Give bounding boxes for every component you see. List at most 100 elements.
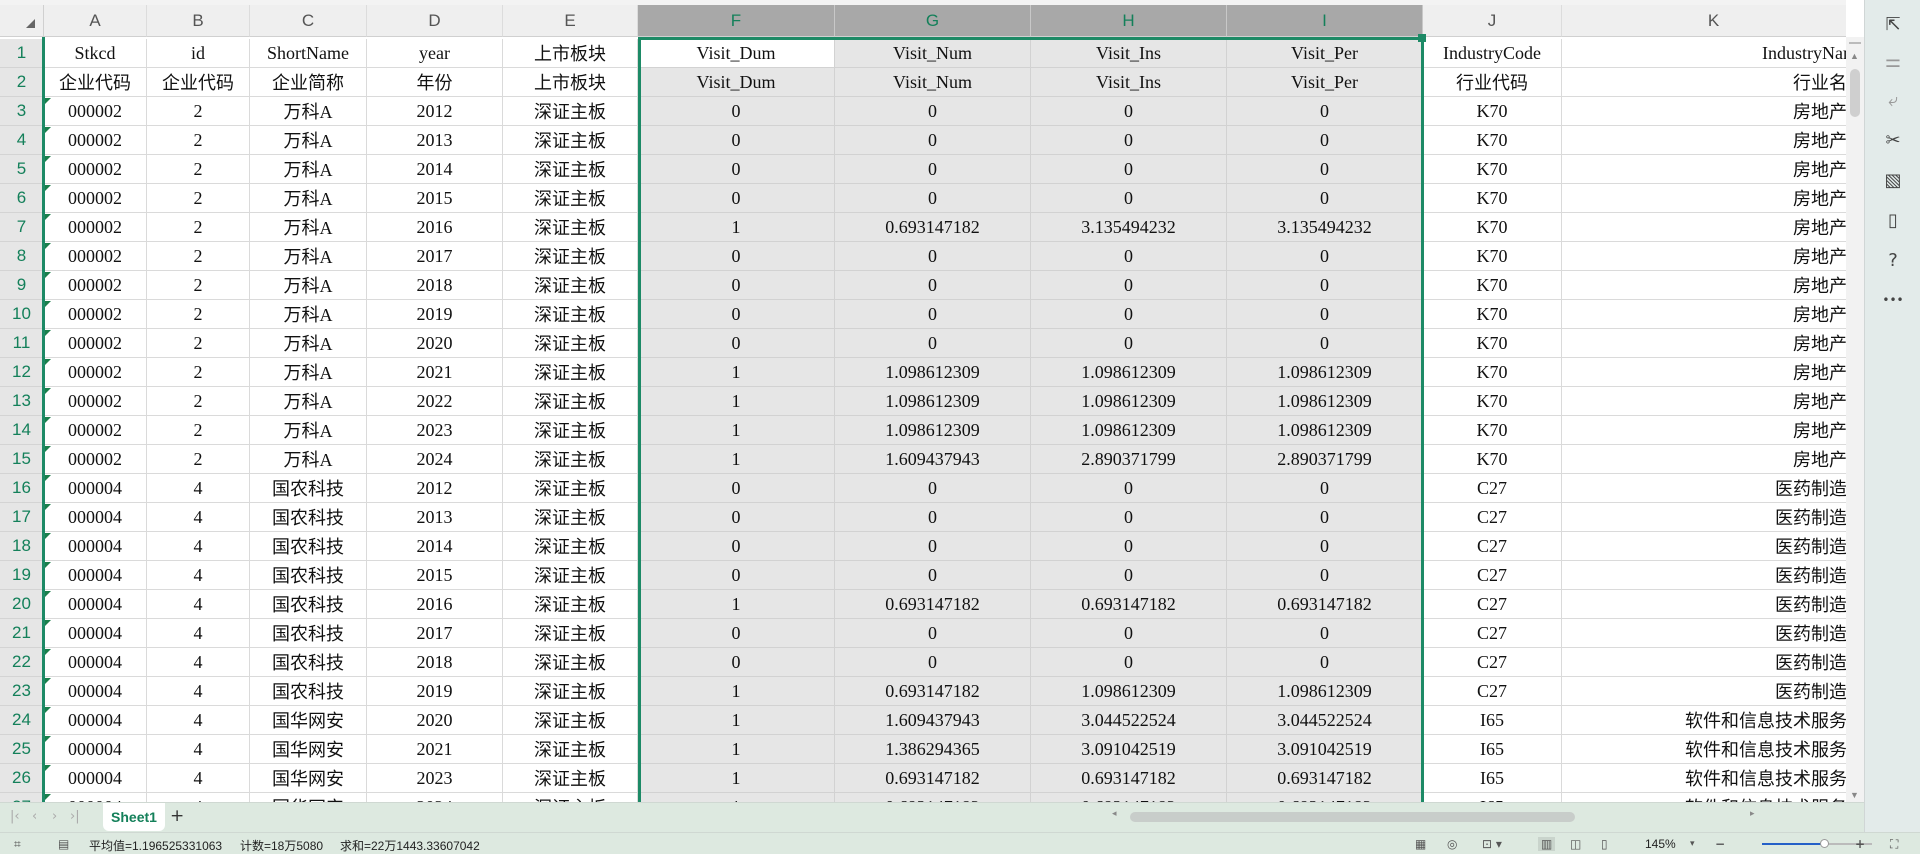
cell-d10[interactable]: 2019 — [367, 300, 503, 329]
cell-k6[interactable]: 房地产业 — [1562, 184, 1846, 213]
cell-d18[interactable]: 2014 — [367, 532, 503, 561]
tools-icon[interactable]: ✂ — [1885, 129, 1901, 151]
row-header-1[interactable]: 1 — [0, 39, 44, 68]
cell-g18[interactable]: 0 — [835, 532, 1031, 561]
cell-f3[interactable]: 0 — [638, 97, 835, 126]
cell-k17[interactable]: 医药制造业 — [1562, 503, 1846, 532]
cell-e26[interactable]: 深证主板 — [503, 764, 638, 793]
cell-c21[interactable]: 国农科技 — [250, 619, 367, 648]
cell-k19[interactable]: 医药制造业 — [1562, 561, 1846, 590]
cell-e10[interactable]: 深证主板 — [503, 300, 638, 329]
cell-c3[interactable]: 万科A — [250, 97, 367, 126]
cell-d17[interactable]: 2013 — [367, 503, 503, 532]
cell-j12[interactable]: K70 — [1423, 358, 1562, 387]
cell-k8[interactable]: 房地产业 — [1562, 242, 1846, 271]
cell-j13[interactable]: K70 — [1423, 387, 1562, 416]
cell-h11[interactable]: 0 — [1031, 329, 1227, 358]
column-header-c[interactable]: C — [250, 5, 367, 37]
cell-i17[interactable]: 0 — [1227, 503, 1423, 532]
help-icon[interactable]: ? — [1888, 249, 1898, 271]
cell-b12[interactable]: 2 — [147, 358, 250, 387]
scroll-up-arrow-icon[interactable]: ▲ — [1850, 51, 1859, 61]
cell-j5[interactable]: K70 — [1423, 155, 1562, 184]
cell-c13[interactable]: 万科A — [250, 387, 367, 416]
prev-sheet-icon[interactable]: ‹ — [32, 809, 38, 824]
cell-d13[interactable]: 2022 — [367, 387, 503, 416]
row-header-19[interactable]: 19 — [0, 561, 44, 590]
cell-i13[interactable]: 1.098612309 — [1227, 387, 1423, 416]
cell-f9[interactable]: 0 — [638, 271, 835, 300]
cell-a24[interactable]: 000004 — [44, 706, 147, 735]
cell-c8[interactable]: 万科A — [250, 242, 367, 271]
cell-g17[interactable]: 0 — [835, 503, 1031, 532]
cell-e5[interactable]: 深证主板 — [503, 155, 638, 184]
row-header-7[interactable]: 7 — [0, 213, 44, 242]
cell-d26[interactable]: 2023 — [367, 764, 503, 793]
cell-g12[interactable]: 1.098612309 — [835, 358, 1031, 387]
cell-c20[interactable]: 国农科技 — [250, 590, 367, 619]
cell-a26[interactable]: 000004 — [44, 764, 147, 793]
cell-d5[interactable]: 2014 — [367, 155, 503, 184]
cell-i7[interactable]: 3.135494232 — [1227, 213, 1423, 242]
cell-d7[interactable]: 2016 — [367, 213, 503, 242]
cell-k23[interactable]: 医药制造业 — [1562, 677, 1846, 706]
cell-i6[interactable]: 0 — [1227, 184, 1423, 213]
cell-h9[interactable]: 0 — [1031, 271, 1227, 300]
cell-a14[interactable]: 000002 — [44, 416, 147, 445]
horizontal-scrollbar[interactable]: ◂ ▸ — [1100, 809, 1770, 825]
cell-c10[interactable]: 万科A — [250, 300, 367, 329]
cell-c26[interactable]: 国华网安 — [250, 764, 367, 793]
cell-i8[interactable]: 0 — [1227, 242, 1423, 271]
cell-b19[interactable]: 4 — [147, 561, 250, 590]
cell-h7[interactable]: 3.135494232 — [1031, 213, 1227, 242]
cell-i16[interactable]: 0 — [1227, 474, 1423, 503]
cell-i25[interactable]: 3.091042519 — [1227, 735, 1423, 764]
cell-c23[interactable]: 国农科技 — [250, 677, 367, 706]
cell-e12[interactable]: 深证主板 — [503, 358, 638, 387]
row-header-4[interactable]: 4 — [0, 126, 44, 155]
cell-e25[interactable]: 深证主板 — [503, 735, 638, 764]
row-header-6[interactable]: 6 — [0, 184, 44, 213]
cell-i20[interactable]: 0.693147182 — [1227, 590, 1423, 619]
cell-g14[interactable]: 1.098612309 — [835, 416, 1031, 445]
column-header-j[interactable]: J — [1423, 5, 1562, 37]
cell-e22[interactable]: 深证主板 — [503, 648, 638, 677]
cell-f5[interactable]: 0 — [638, 155, 835, 184]
cell-b7[interactable]: 2 — [147, 213, 250, 242]
cell-g20[interactable]: 0.693147182 — [835, 590, 1031, 619]
cell-f18[interactable]: 0 — [638, 532, 835, 561]
cell-g15[interactable]: 1.609437943 — [835, 445, 1031, 474]
cell-i27[interactable]: 0.693147182 — [1227, 793, 1423, 802]
cell-h3[interactable]: 0 — [1031, 97, 1227, 126]
row-header-8[interactable]: 8 — [0, 242, 44, 271]
row-header-21[interactable]: 21 — [0, 619, 44, 648]
cell-i23[interactable]: 1.098612309 — [1227, 677, 1423, 706]
cell-c24[interactable]: 国华网安 — [250, 706, 367, 735]
cell-d21[interactable]: 2017 — [367, 619, 503, 648]
cell-k9[interactable]: 房地产业 — [1562, 271, 1846, 300]
add-sheet-button[interactable]: + — [170, 806, 185, 826]
cell-d23[interactable]: 2019 — [367, 677, 503, 706]
document-icon[interactable]: ▤ — [58, 837, 70, 851]
cell-e27[interactable]: 深证主板 — [503, 793, 638, 802]
cell-f10[interactable]: 0 — [638, 300, 835, 329]
cell-b13[interactable]: 2 — [147, 387, 250, 416]
cell-a12[interactable]: 000002 — [44, 358, 147, 387]
cell-c5[interactable]: 万科A — [250, 155, 367, 184]
grid-settings-icon[interactable]: ▦ — [1415, 837, 1427, 851]
cell-g23[interactable]: 0.693147182 — [835, 677, 1031, 706]
row-header-24[interactable]: 24 — [0, 706, 44, 735]
normal-view-icon[interactable]: ▥ — [1538, 837, 1556, 851]
cell-g3[interactable]: 0 — [835, 97, 1031, 126]
cell-e3[interactable]: 深证主板 — [503, 97, 638, 126]
cell-f20[interactable]: 1 — [638, 590, 835, 619]
select-cursor-icon[interactable]: ⇱ — [1885, 13, 1901, 35]
cell-i24[interactable]: 3.044522524 — [1227, 706, 1423, 735]
cell-a3[interactable]: 000002 — [44, 97, 147, 126]
cell-d20[interactable]: 2016 — [367, 590, 503, 619]
cell-g25[interactable]: 1.386294365 — [835, 735, 1031, 764]
cell-b23[interactable]: 4 — [147, 677, 250, 706]
cell-a17[interactable]: 000004 — [44, 503, 147, 532]
cell-e19[interactable]: 深证主板 — [503, 561, 638, 590]
cell-h20[interactable]: 0.693147182 — [1031, 590, 1227, 619]
